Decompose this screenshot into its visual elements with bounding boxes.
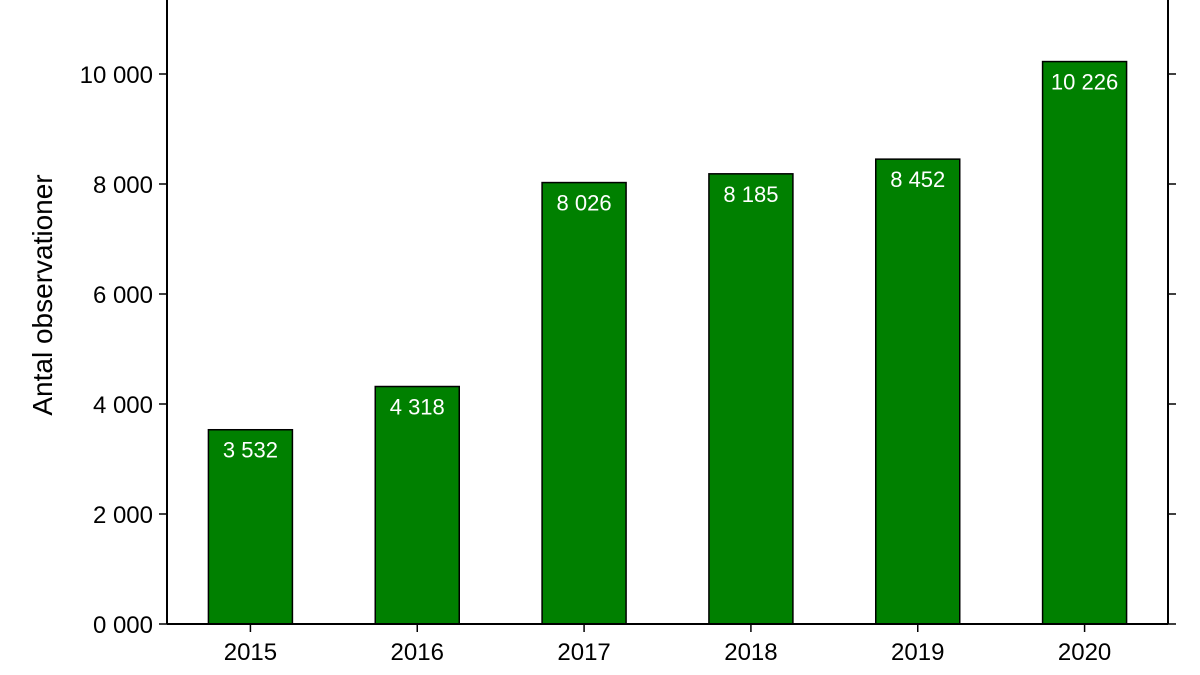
bar-2019 <box>875 158 961 625</box>
bar-value-label: 10 226 <box>1051 70 1118 95</box>
bar-2015 <box>207 428 294 625</box>
y-tick-label: 2 000 <box>93 502 153 529</box>
bar-2017 <box>541 181 627 625</box>
y-axis-title: Antal observationer <box>27 174 58 415</box>
bar-value-label: 8 185 <box>723 182 778 207</box>
plot-area: 3 532 2015 4 318 2016 8 026 2017 8 185 2018 8 45… <box>80 0 1176 666</box>
y-tick-label: 6 000 <box>93 282 153 309</box>
x-tick-label: 2015 <box>224 639 277 666</box>
y-tick-label: 10 000 <box>80 62 153 89</box>
bar-2018 <box>708 173 794 625</box>
y-tick-label: 8 000 <box>93 172 153 199</box>
x-tick-label: 2018 <box>724 639 777 666</box>
x-tick-label: 2016 <box>391 639 444 666</box>
x-tick-label: 2019 <box>891 639 944 666</box>
bar-value-label: 4 318 <box>390 395 445 420</box>
x-tick-label: 2017 <box>557 639 610 666</box>
bar-value-label: 3 532 <box>223 438 278 463</box>
bar-2020 <box>1041 60 1128 625</box>
bar-value-label: 8 026 <box>557 191 612 216</box>
x-tick-label: 2020 <box>1058 639 1111 666</box>
y-tick-label: 4 000 <box>93 392 153 419</box>
y-tick-label: 0 000 <box>93 612 153 639</box>
bar-2016 <box>374 385 460 625</box>
bar-value-label: 8 452 <box>890 167 945 192</box>
